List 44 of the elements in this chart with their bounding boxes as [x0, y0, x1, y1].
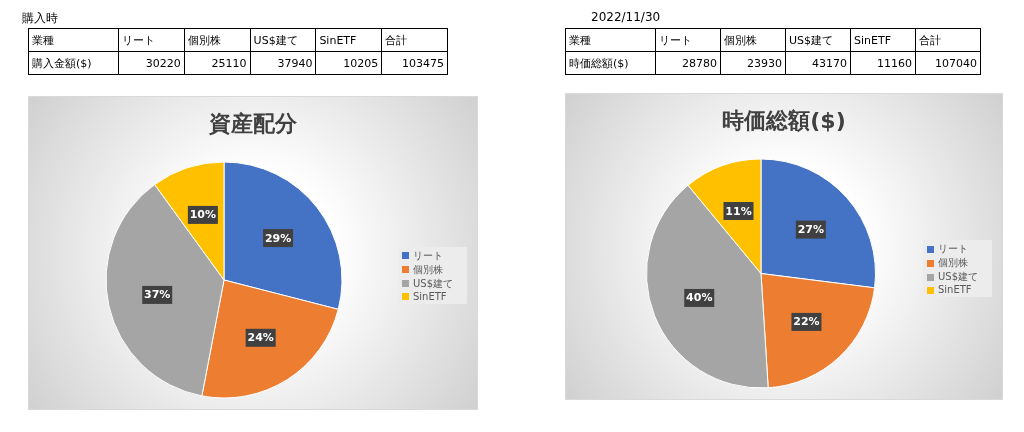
category-label: リート	[122, 33, 155, 47]
text: 業種	[565, 28, 656, 52]
text: 43170	[785, 51, 851, 75]
legend-label: SinETF	[937, 284, 972, 295]
legend-label: US$建て	[937, 271, 978, 282]
text: 25110	[184, 51, 251, 75]
text: 37940	[250, 51, 316, 75]
data-label: 10%	[189, 208, 217, 222]
legend-label: SinETF	[412, 290, 447, 302]
text: 11160	[850, 51, 916, 75]
text: 業種	[28, 28, 119, 52]
legend-label: 個別株	[937, 257, 968, 268]
text: 10205	[315, 51, 382, 75]
chart-title: 時価総額($)	[721, 107, 847, 135]
text: 購入時	[22, 10, 58, 27]
legend-label: 個別株	[412, 263, 443, 275]
data-label: 40%	[686, 291, 713, 305]
text: 30220	[118, 51, 185, 75]
category-label: リート	[659, 33, 692, 47]
data-label: 11%	[725, 204, 752, 218]
category-label: 個別株	[187, 33, 221, 47]
text: 107040	[915, 51, 981, 75]
text: 23930	[720, 51, 786, 75]
data-label: 27%	[797, 223, 824, 237]
category-label: US$建て	[789, 33, 834, 47]
data-label: 24%	[247, 331, 274, 345]
legend-label: リート	[937, 243, 968, 254]
text: 28780	[655, 51, 721, 75]
category-label: SinETF	[319, 33, 357, 47]
text: 合計	[381, 28, 448, 52]
text: 合計	[915, 28, 981, 52]
data-label: 22%	[793, 315, 820, 329]
category-label: US$建て	[253, 33, 298, 47]
category-label: SinETF	[854, 33, 892, 47]
data-label: 29%	[264, 231, 292, 245]
legend-label: US$建て	[412, 277, 453, 289]
data-label: 37%	[144, 288, 171, 302]
category-label: 個別株	[724, 33, 757, 47]
chart-title: 資産配分	[208, 110, 298, 138]
text: 103475	[381, 51, 448, 75]
text: 時価総額($)	[565, 51, 656, 75]
text: 購入金額($)	[28, 51, 119, 75]
legend-label: リート	[412, 249, 443, 261]
text: 2022/11/30	[591, 10, 661, 24]
